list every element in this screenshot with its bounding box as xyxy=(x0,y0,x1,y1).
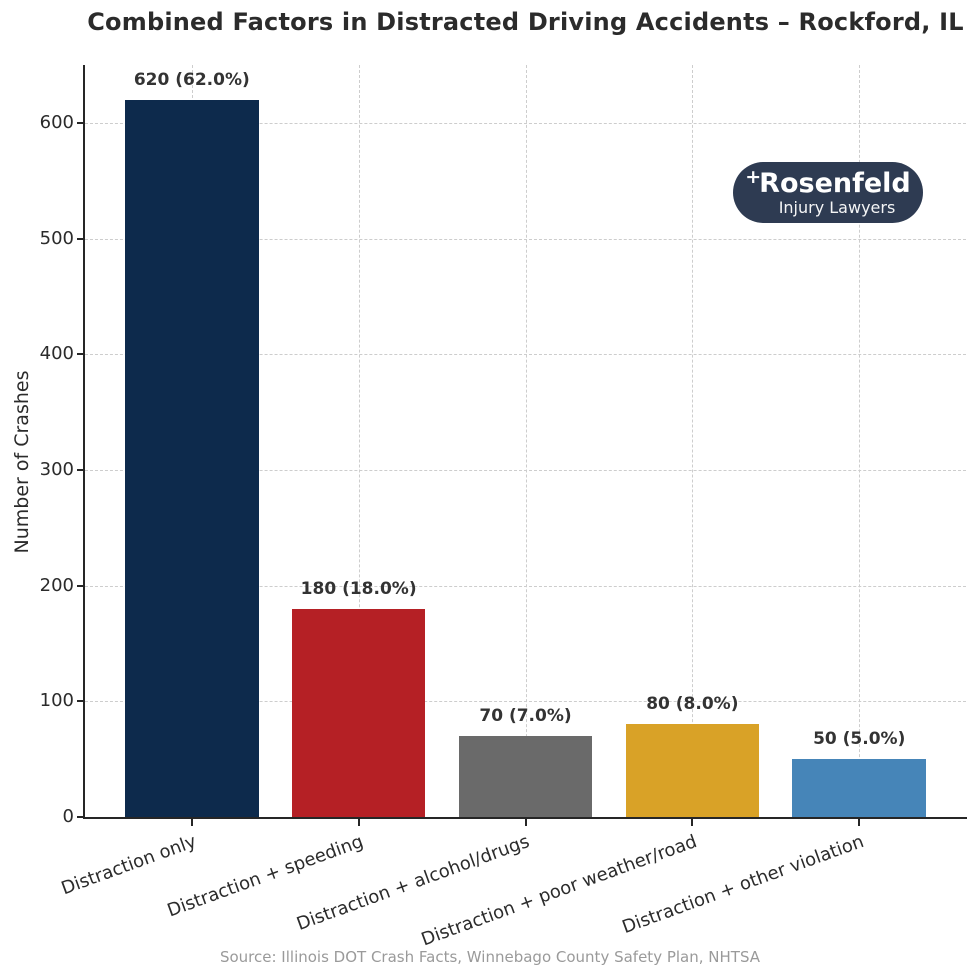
v-gridline xyxy=(859,65,861,817)
y-tick-mark xyxy=(77,121,84,124)
logo-tagline: Injury Lawyers xyxy=(778,197,896,217)
logo-brand-text: Rosenfeld xyxy=(759,167,911,199)
y-tick-mark xyxy=(77,237,84,240)
x-tick-mark xyxy=(524,819,527,826)
bar xyxy=(458,736,593,817)
x-tick-mark xyxy=(357,819,360,826)
x-tick-label: Distraction + poor weather/road xyxy=(418,831,700,951)
plot-area: 620 (62.0%) 180 (18.0%) 70 (7.0%) 80 (8.0%)… xyxy=(85,65,966,817)
x-tick-mark xyxy=(858,819,861,826)
y-tick-label: 0 xyxy=(62,806,74,827)
v-gridline xyxy=(692,65,694,817)
y-tick-mark xyxy=(77,353,84,356)
y-tick-mark xyxy=(77,468,84,471)
y-tick-mark xyxy=(77,700,84,703)
x-tick-mark xyxy=(691,819,694,826)
y-tick-mark xyxy=(77,584,84,587)
bar-value-label: 180 (18.0%) xyxy=(300,578,417,599)
y-axis-tick-labels: 0 100 200 300 400 500 600 xyxy=(0,65,74,827)
y-axis-spine xyxy=(83,65,85,819)
y-tick-label: 600 xyxy=(39,111,74,133)
y-tick-mark xyxy=(77,816,84,818)
rosenfeld-logo-badge: + Rosenfeld Injury Lawyers xyxy=(733,162,923,223)
bar xyxy=(125,99,259,817)
logo-brand: + Rosenfeld xyxy=(745,165,911,199)
source-note: Source: Illinois DOT Crash Facts, Winneb… xyxy=(219,948,761,966)
bar xyxy=(792,759,926,817)
y-tick-label: 200 xyxy=(39,574,74,596)
x-tick-mark xyxy=(190,819,193,826)
logo-plus-icon: + xyxy=(745,165,762,188)
bar-value-label: 50 (5.0%) xyxy=(813,729,906,750)
bar xyxy=(625,724,760,817)
v-gridline xyxy=(358,65,360,817)
y-tick-label: 500 xyxy=(39,227,74,249)
y-tick-label: 400 xyxy=(39,343,74,365)
x-axis-spine xyxy=(83,817,967,819)
y-tick-label: 100 xyxy=(39,690,74,712)
x-axis-tick-labels: Distraction only Distraction + speeding Di… xyxy=(58,819,966,959)
bar-value-label: 620 (62.0%) xyxy=(133,69,250,90)
y-tick-label: 300 xyxy=(39,458,74,480)
v-gridline xyxy=(525,65,527,817)
bar xyxy=(291,608,426,817)
x-tick-label: Distraction only xyxy=(58,831,199,900)
chart-title: Combined Factors in Distracted Driving A… xyxy=(87,8,964,36)
bar-value-label: 70 (7.0%) xyxy=(479,706,572,726)
bar-value-label: 80 (8.0%) xyxy=(646,694,739,715)
